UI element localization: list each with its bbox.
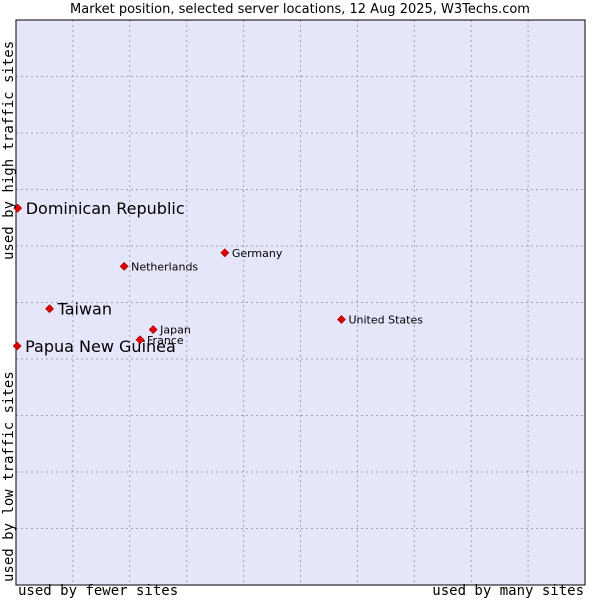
data-point-label: Japan: [159, 324, 191, 337]
data-point-marker: [135, 335, 145, 345]
plot-border: [15, 19, 586, 586]
chart-title: Market position, selected server locatio…: [70, 2, 530, 17]
data-point-marker: [13, 203, 23, 213]
data-point-marker: [119, 261, 129, 271]
data-point-label: Taiwan: [57, 300, 112, 319]
y-axis-label-top: used by high traffic sites: [1, 40, 17, 260]
data-point-marker: [12, 341, 22, 351]
data-point-marker: [220, 248, 230, 258]
x-axis-label-left: used by fewer sites: [18, 583, 179, 599]
data-point-label: France: [147, 334, 184, 347]
data-point-marker: [337, 315, 346, 324]
data-point-label: United States: [348, 313, 423, 326]
data-point-marker: [148, 325, 158, 335]
y-axis-label-bottom: used by low traffic sites: [1, 371, 17, 582]
data-point-label: Dominican Republic: [26, 199, 185, 218]
x-axis-label-right: used by many sites: [432, 583, 584, 599]
data-point-label: Netherlands: [131, 260, 198, 273]
data-point-marker: [45, 304, 54, 314]
data-point-label: Germany: [232, 247, 283, 260]
